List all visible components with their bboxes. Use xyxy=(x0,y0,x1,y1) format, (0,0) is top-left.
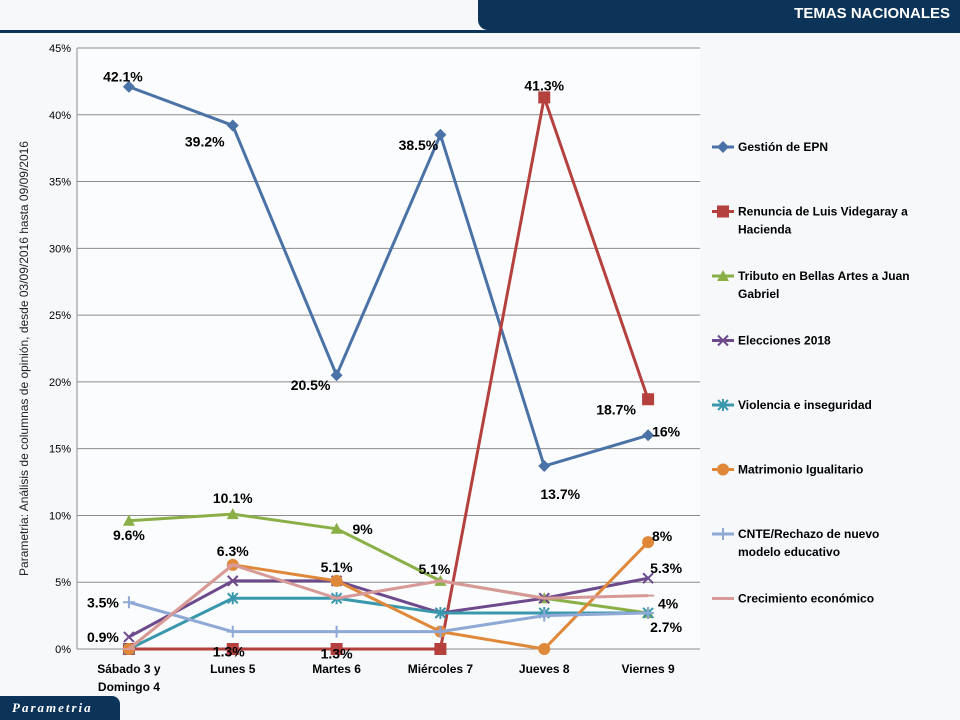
legend-marker xyxy=(717,399,729,411)
series-line-7 xyxy=(128,600,649,634)
data-label: 5.1% xyxy=(321,559,353,575)
data-point xyxy=(330,643,343,655)
data-point xyxy=(330,369,343,382)
legend-label: CNTE/Rechazo de nuevo xyxy=(738,527,879,541)
y-tick-label: 15% xyxy=(49,444,71,456)
data-point xyxy=(227,592,239,605)
data-label: 39.2% xyxy=(185,133,225,149)
y-tick-label: 0% xyxy=(55,644,71,656)
x-tick-label: Lunes 5 xyxy=(210,662,256,676)
data-point xyxy=(642,536,655,549)
legend-label: Gabriel xyxy=(738,287,779,301)
legend-label: Violencia e inseguridad xyxy=(738,398,872,412)
series-line-8 xyxy=(127,563,649,651)
data-label: 8% xyxy=(652,528,673,544)
y-tick-label: 10% xyxy=(49,510,71,522)
legend-label: Gestión de EPN xyxy=(738,140,828,154)
x-tick-label: Viernes 9 xyxy=(622,662,675,676)
data-point xyxy=(642,429,655,442)
legend-marker xyxy=(717,334,729,347)
data-point xyxy=(642,393,655,406)
series-line-3 xyxy=(128,512,649,615)
x-tick-label: Sábado 3 y xyxy=(97,662,161,676)
data-point xyxy=(434,643,447,655)
y-tick-label: 45% xyxy=(49,43,71,55)
page-title: TEMAS NACIONALES xyxy=(794,5,950,22)
data-point xyxy=(122,514,135,526)
header-bar: TEMAS NACIONALES xyxy=(478,0,960,30)
legend-label: Renuncia de Luis Videgaray a xyxy=(738,205,908,219)
data-label: 5.1% xyxy=(418,561,450,577)
y-axis-label: Parametria: Análisis de columnas de opin… xyxy=(17,141,31,576)
data-label: 42.1% xyxy=(103,69,143,85)
data-label: 2.7% xyxy=(650,619,682,635)
data-label: 10.1% xyxy=(213,490,253,506)
data-point xyxy=(642,606,655,619)
data-label: 9% xyxy=(352,521,373,537)
y-tick-label: 5% xyxy=(55,577,71,589)
x-tick-label: Jueves 8 xyxy=(519,662,570,676)
data-label: 13.7% xyxy=(540,486,580,502)
parametria-logo: Parametria xyxy=(12,700,93,715)
data-point xyxy=(538,460,551,473)
data-label: 18.7% xyxy=(596,401,636,417)
legend-label: Tributo en Bellas Artes a Juan xyxy=(738,269,910,283)
data-point xyxy=(122,80,135,93)
series-line-1 xyxy=(128,85,649,468)
data-point xyxy=(226,625,239,638)
data-point xyxy=(434,128,447,141)
y-tick-label: 40% xyxy=(49,110,71,122)
legend-label: modelo educativo xyxy=(738,545,840,559)
plot-area xyxy=(77,48,700,649)
legend-label: Hacienda xyxy=(738,223,792,237)
data-label: 1.3% xyxy=(321,646,353,662)
data-point xyxy=(227,575,239,587)
data-point xyxy=(226,643,239,655)
data-label: 0.9% xyxy=(87,629,119,645)
series-line-2 xyxy=(128,95,650,651)
y-tick-label: 30% xyxy=(49,243,71,255)
y-tick-label: 20% xyxy=(49,377,71,389)
data-label: 16% xyxy=(652,423,681,439)
data-label: 9.6% xyxy=(113,527,145,543)
legend-marker xyxy=(717,270,729,281)
series-line-4 xyxy=(128,576,649,639)
footer-logo-background xyxy=(0,696,120,720)
y-tick-label: 25% xyxy=(49,310,71,322)
data-point xyxy=(642,572,654,584)
data-point xyxy=(538,643,551,655)
legend-marker xyxy=(717,528,729,540)
data-label: 41.3% xyxy=(524,77,564,93)
data-label: 5.3% xyxy=(650,560,682,576)
data-label: 38.5% xyxy=(399,137,439,153)
data-point xyxy=(123,631,135,643)
legend-marker xyxy=(717,141,729,153)
data-point xyxy=(226,119,239,132)
data-point xyxy=(122,596,135,609)
header-divider xyxy=(0,30,960,33)
legend-label: Elecciones 2018 xyxy=(738,334,831,348)
data-label: 6.3% xyxy=(217,543,249,559)
data-label: 20.5% xyxy=(291,377,331,393)
legend-label: Matrimonio Igualitario xyxy=(738,463,863,477)
data-label: 3.5% xyxy=(87,594,119,610)
data-point xyxy=(330,522,343,534)
data-point xyxy=(330,625,343,638)
x-tick-label: Domingo 4 xyxy=(98,680,160,694)
data-point xyxy=(538,609,551,622)
x-tick-label: Miércoles 7 xyxy=(408,662,474,676)
legend-label: Crecimiento económico xyxy=(738,592,874,606)
data-point xyxy=(538,91,551,104)
data-point xyxy=(330,574,343,587)
data-point xyxy=(434,606,447,619)
y-tick-label: 35% xyxy=(49,177,71,189)
legend-marker xyxy=(717,205,729,218)
x-tick-label: Martes 6 xyxy=(312,662,361,676)
data-label: 1.3% xyxy=(213,644,245,660)
data-point xyxy=(434,625,447,638)
legend-marker xyxy=(717,463,729,476)
data-point xyxy=(226,508,239,520)
data-label: 4% xyxy=(658,596,679,612)
